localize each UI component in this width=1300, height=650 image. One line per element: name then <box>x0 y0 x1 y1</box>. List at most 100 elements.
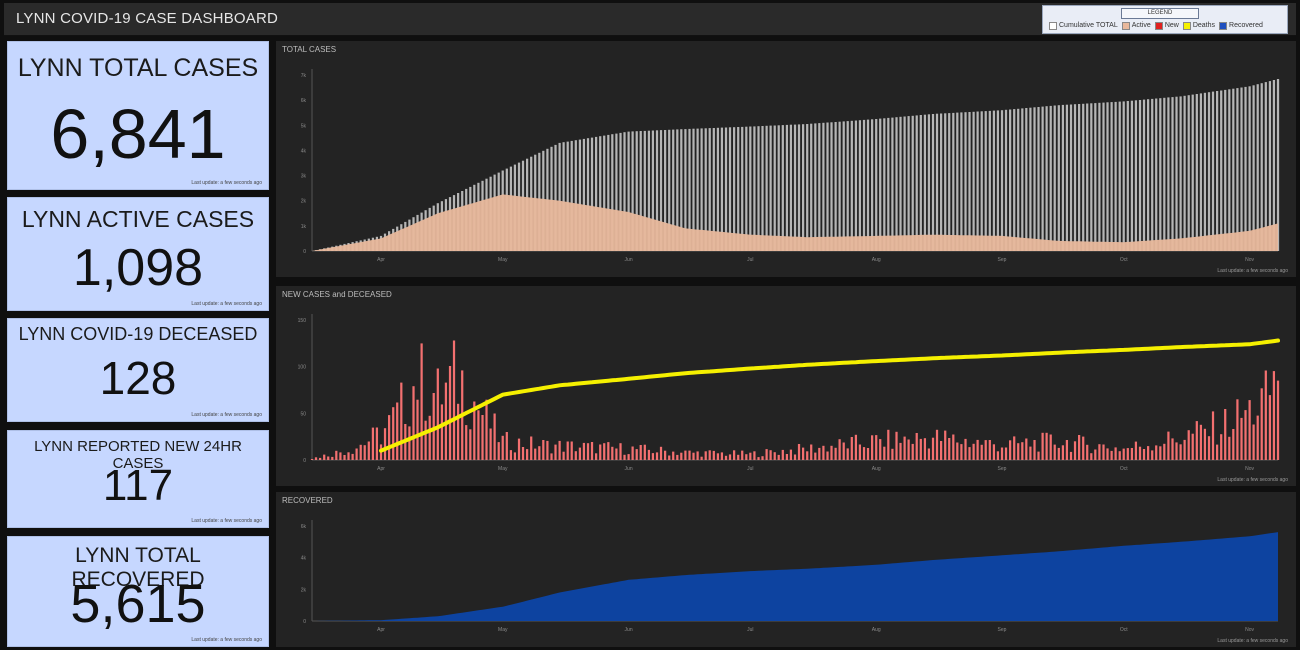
y-tick-label: 0 <box>303 249 306 255</box>
bar <box>850 437 853 460</box>
bar <box>570 140 573 251</box>
bar <box>355 448 358 460</box>
kpi-total-cases: LYNN TOTAL CASES 6,841 Last update: a fe… <box>7 41 269 190</box>
x-tick-label: Nov <box>1245 257 1254 263</box>
bar <box>737 454 740 460</box>
bar <box>566 441 569 460</box>
bar <box>676 454 679 460</box>
bar <box>323 454 326 460</box>
bar <box>1256 84 1259 251</box>
bar <box>623 454 626 460</box>
bar <box>582 442 586 460</box>
bar <box>915 115 918 252</box>
chart-title: RECOVERED <box>282 496 333 505</box>
bar <box>737 127 740 251</box>
bar <box>424 420 427 460</box>
bar <box>688 128 691 251</box>
x-tick-label: Oct <box>1120 466 1128 472</box>
bar <box>769 450 772 460</box>
bar <box>1090 453 1093 460</box>
bar <box>952 112 955 252</box>
bar <box>846 121 849 251</box>
bar <box>879 118 882 251</box>
bar <box>935 113 939 251</box>
bar <box>627 131 630 251</box>
bar <box>858 444 862 460</box>
bar <box>1187 95 1190 251</box>
bar <box>1122 448 1125 460</box>
bar <box>1004 109 1008 251</box>
bar <box>639 131 642 251</box>
bar <box>956 442 959 460</box>
bar <box>733 450 736 460</box>
bar <box>704 128 707 251</box>
bar <box>607 442 610 460</box>
bar <box>420 343 423 460</box>
bar <box>919 438 922 460</box>
bar <box>351 453 354 460</box>
bar <box>1061 445 1065 460</box>
bar <box>1244 410 1247 460</box>
bar <box>830 122 833 251</box>
bar <box>976 111 979 251</box>
bar <box>940 441 943 460</box>
bar <box>1211 91 1215 251</box>
bar <box>935 429 939 460</box>
bar <box>891 448 894 460</box>
bar <box>866 448 870 460</box>
bar <box>1276 79 1280 251</box>
bar <box>477 410 480 460</box>
bar <box>708 128 711 251</box>
bar <box>911 443 914 460</box>
bar <box>1069 451 1073 460</box>
bar <box>1276 380 1280 460</box>
bar <box>984 111 987 251</box>
bar <box>923 438 927 460</box>
bar <box>574 451 577 460</box>
kpi-updated: Last update: a few seconds ago <box>191 637 262 643</box>
kpi-value: 5,615 <box>70 574 206 634</box>
x-tick-label: Apr <box>377 627 385 633</box>
bar <box>1013 436 1016 460</box>
bar <box>785 454 789 460</box>
kpi-recovered: LYNN TOTAL RECOVERED 5,615 Last update: … <box>7 536 269 647</box>
bar <box>1126 101 1129 251</box>
bar <box>720 127 724 251</box>
bar <box>1264 370 1267 460</box>
bar <box>558 440 561 460</box>
bar <box>903 436 906 460</box>
bar <box>668 129 671 251</box>
y-tick-label: 3k <box>301 174 307 180</box>
bar <box>895 431 898 460</box>
kpi-deceased: LYNN COVID-19 DECEASED 128 Last update: … <box>7 318 269 422</box>
bar <box>765 449 768 460</box>
bar <box>822 445 825 460</box>
y-tick-label: 4k <box>301 556 307 562</box>
bar <box>554 444 557 460</box>
bar <box>1203 428 1207 460</box>
bar <box>1049 105 1052 252</box>
legend-item: Deaths <box>1182 21 1215 31</box>
bar <box>972 111 975 251</box>
bar <box>1151 450 1154 460</box>
bar <box>806 124 809 251</box>
bar <box>392 407 395 460</box>
bar <box>521 447 525 460</box>
x-tick-label: Apr <box>377 257 385 263</box>
bar <box>375 427 379 460</box>
bar <box>972 443 975 460</box>
bar <box>797 124 801 251</box>
bar <box>745 454 748 460</box>
bar <box>1216 91 1219 251</box>
bar <box>761 126 764 251</box>
bar <box>830 445 833 460</box>
bar <box>643 444 646 460</box>
bar <box>948 438 951 460</box>
x-tick-label: Jul <box>747 466 753 472</box>
bar <box>1256 415 1259 460</box>
bar <box>1260 83 1263 251</box>
bar <box>871 119 874 251</box>
kpi-value: 6,841 <box>50 95 226 173</box>
bar <box>1073 104 1077 251</box>
kpi-value: 117 <box>102 461 174 510</box>
